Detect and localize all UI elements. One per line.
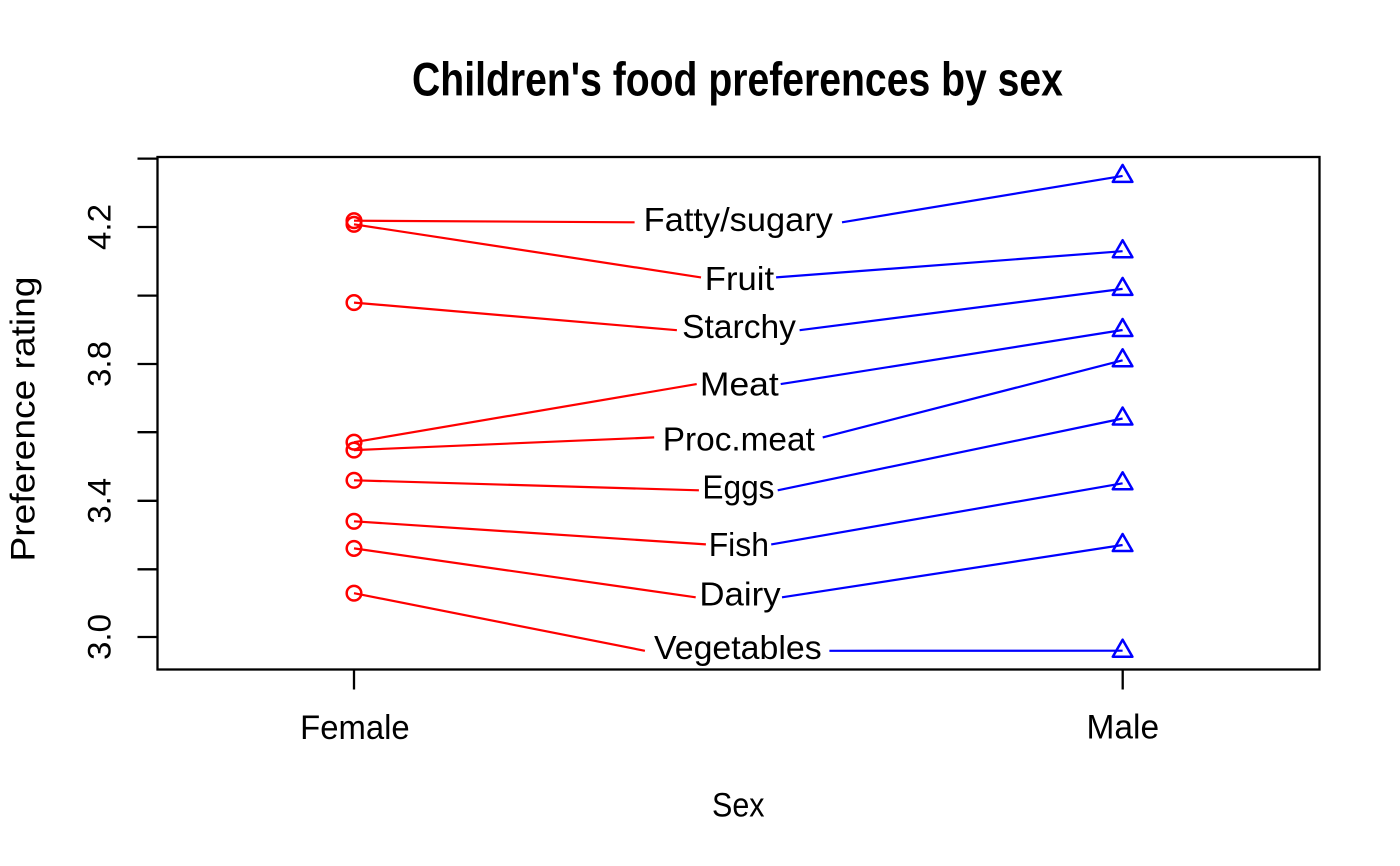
svg-text:Dairy: Dairy — [699, 576, 781, 613]
svg-text:Preference rating: Preference rating — [5, 277, 43, 562]
svg-text:Children's food preferences by: Children's food preferences by sex — [412, 53, 1063, 106]
svg-text:Eggs: Eggs — [702, 468, 774, 505]
svg-text:3.8: 3.8 — [82, 341, 118, 387]
svg-text:Fatty/sugary: Fatty/sugary — [644, 201, 834, 238]
svg-text:Proc.meat: Proc.meat — [663, 421, 815, 458]
svg-text:Male: Male — [1087, 709, 1160, 747]
svg-text:Fish: Fish — [709, 526, 769, 563]
svg-text:Sex: Sex — [712, 786, 765, 824]
svg-text:Fruit: Fruit — [705, 260, 774, 297]
svg-text:Female: Female — [300, 709, 410, 747]
svg-text:3.4: 3.4 — [82, 478, 118, 524]
svg-text:4.2: 4.2 — [82, 204, 118, 250]
svg-text:3.0: 3.0 — [82, 614, 118, 660]
svg-text:Vegetables: Vegetables — [654, 629, 822, 666]
svg-text:Starchy: Starchy — [682, 308, 796, 345]
svg-text:Meat: Meat — [700, 365, 779, 402]
